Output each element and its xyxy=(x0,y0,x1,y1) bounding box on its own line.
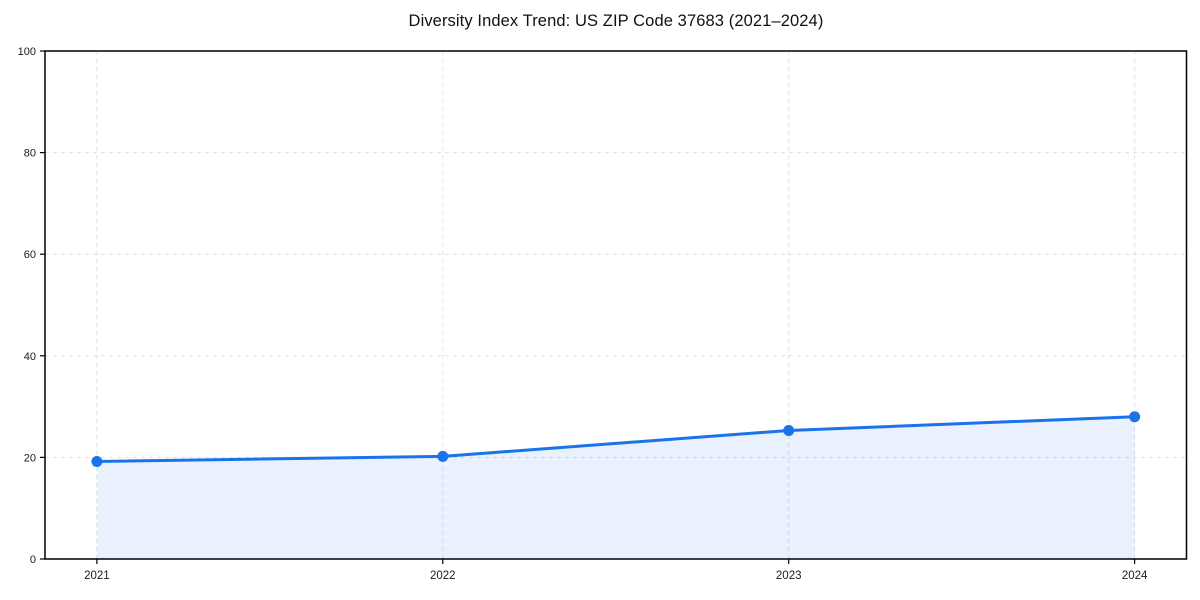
y-axis-tick-label: 0 xyxy=(30,554,36,566)
axes-spines xyxy=(44,50,1188,560)
x-axis-tick-label: 2023 xyxy=(776,570,802,582)
x-axis-tick-label: 2024 xyxy=(1122,570,1148,582)
chart-title: Diversity Index Trend: US ZIP Code 37683… xyxy=(408,12,824,30)
area-fill xyxy=(96,416,1135,559)
y-axis-tick-label: 80 xyxy=(24,148,36,160)
data-point-marker xyxy=(783,424,795,436)
data-point-marker xyxy=(437,450,449,462)
y-axis-tick-label: 100 xyxy=(18,46,36,58)
y-axis-tick-label: 40 xyxy=(24,351,36,363)
x-axis-tick-label: 2022 xyxy=(430,570,456,582)
trend-line xyxy=(95,415,1137,463)
y-axis-tick-label: 20 xyxy=(24,452,36,464)
x-axis-tick-label: 2021 xyxy=(84,570,110,582)
data-point-marker xyxy=(1129,411,1141,423)
y-axis-tick-label: 60 xyxy=(24,249,36,261)
data-point-marker xyxy=(91,455,103,467)
